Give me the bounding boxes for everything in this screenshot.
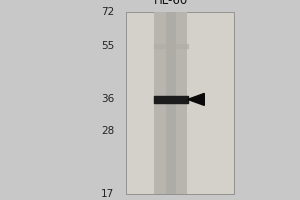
Text: 36: 36 xyxy=(101,94,114,104)
Text: 55: 55 xyxy=(101,41,114,51)
Bar xyxy=(126,12,234,194)
Text: 28: 28 xyxy=(101,126,114,136)
Text: HL-60: HL-60 xyxy=(154,0,188,7)
Text: 72: 72 xyxy=(101,7,114,17)
Bar xyxy=(154,12,188,194)
Text: 17: 17 xyxy=(101,189,114,199)
Polygon shape xyxy=(188,93,204,105)
Bar xyxy=(166,12,176,194)
